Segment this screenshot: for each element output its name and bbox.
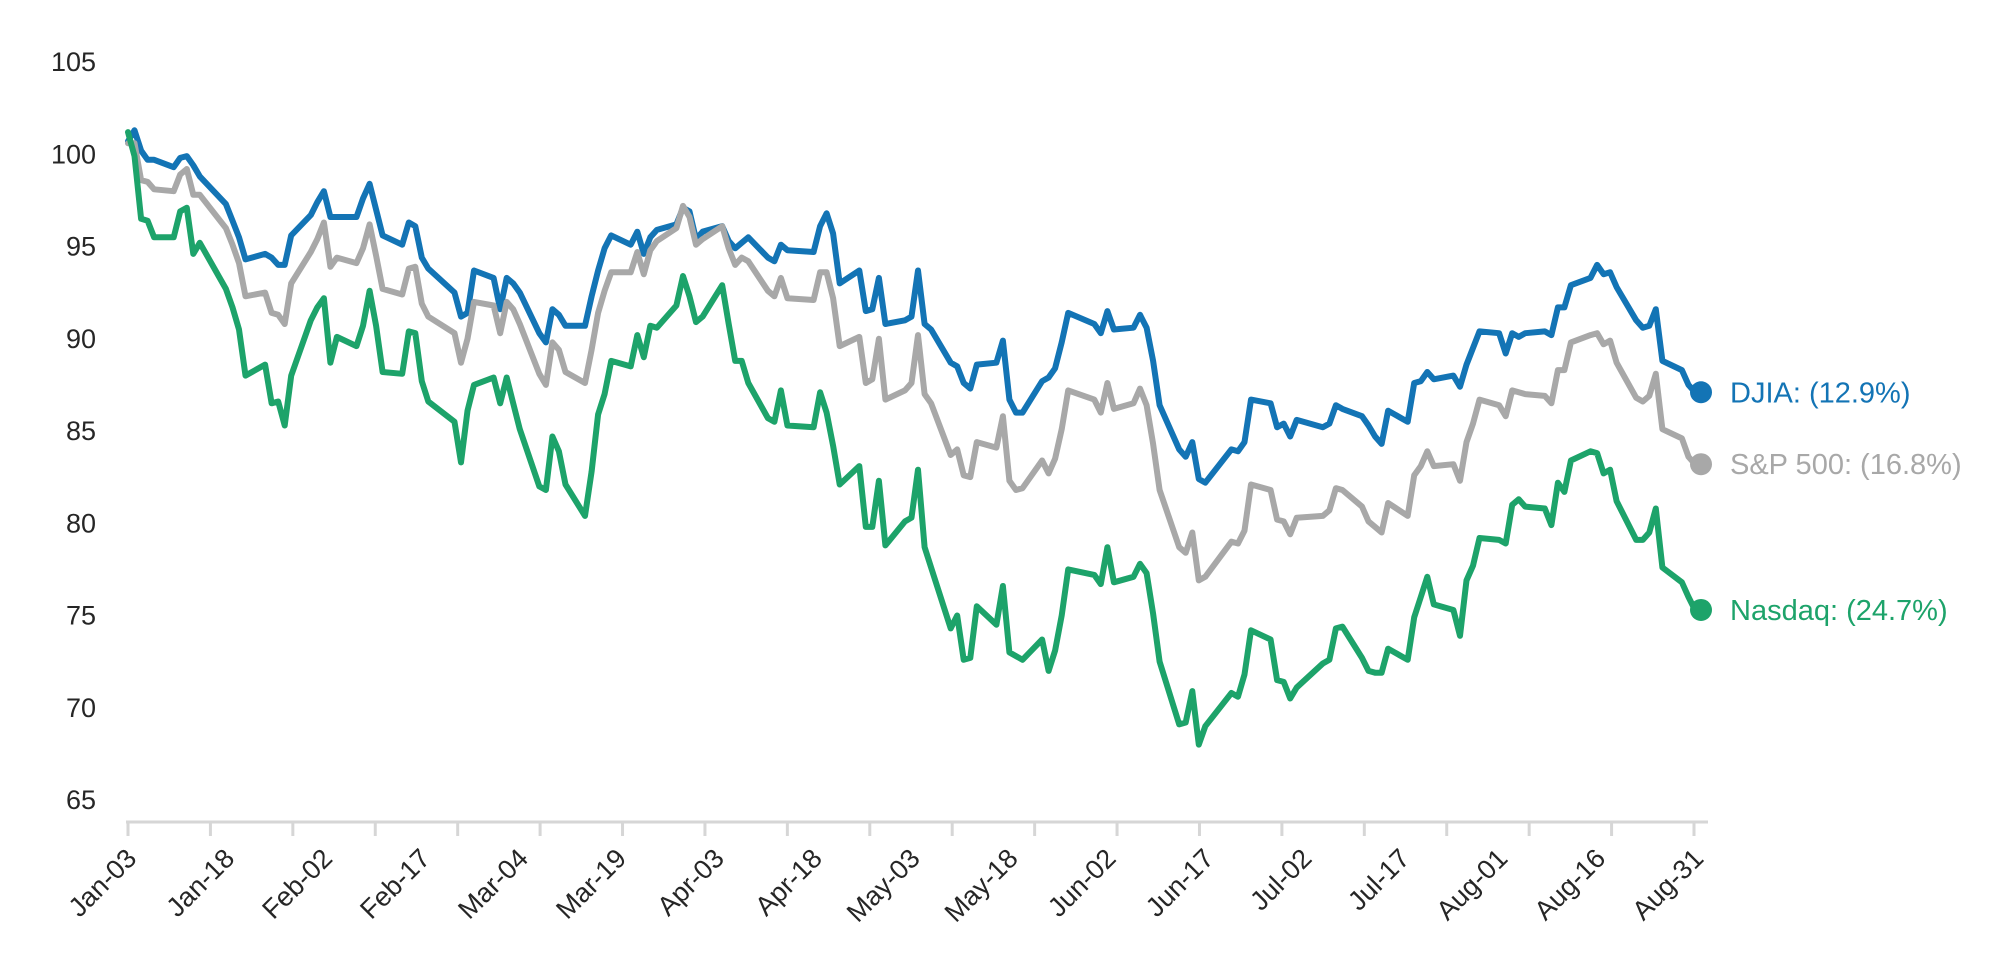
y-axis-label: 95 xyxy=(66,232,96,262)
djia-line xyxy=(125,127,1698,486)
y-axis-label: 80 xyxy=(66,508,96,538)
x-axis-label: May-18 xyxy=(939,843,1024,928)
x-axis-label: Aug-31 xyxy=(1626,843,1709,926)
x-axis-label: Jun-17 xyxy=(1140,843,1220,923)
nasdaq-end-label: Nasdaq: (24.7%) xyxy=(1730,595,1948,627)
x-axis-label: Mar-19 xyxy=(550,843,632,925)
x-axis-label: Feb-17 xyxy=(354,843,436,925)
x-axis-label: Jun-02 xyxy=(1042,843,1122,923)
x-axis-label: Mar-04 xyxy=(452,843,534,925)
y-axis-label: 100 xyxy=(51,139,96,169)
y-axis-label: 70 xyxy=(66,693,96,723)
x-axis-label: Jan-03 xyxy=(63,843,143,923)
x-axis-label: Aug-01 xyxy=(1431,843,1514,926)
x-axis-label: Apr-03 xyxy=(651,843,730,922)
x-axis-label: Feb-02 xyxy=(256,843,338,925)
x-axis-label: Aug-16 xyxy=(1529,843,1612,926)
djia-endpoint-dot xyxy=(1690,381,1712,404)
x-axis-label: May-03 xyxy=(841,843,926,928)
x-axis-label: Jul-02 xyxy=(1244,843,1317,916)
y-axis-label: 85 xyxy=(66,416,96,446)
y-axis-label: 90 xyxy=(66,324,96,354)
y-axis-label: 75 xyxy=(66,601,96,631)
djia-end-label: DJIA: (12.9%) xyxy=(1730,377,1911,409)
y-axis-label: 105 xyxy=(51,47,96,77)
x-axis-label: Jul-17 xyxy=(1342,843,1415,916)
y-axis-label: 65 xyxy=(66,785,96,815)
sp500-end-label: S&P 500: (16.8%) xyxy=(1730,449,1962,481)
nasdaq-endpoint-dot xyxy=(1690,598,1712,621)
sp500-line xyxy=(125,140,1698,584)
sp500-endpoint-dot xyxy=(1690,453,1712,476)
x-axis-label: Jan-18 xyxy=(161,843,241,923)
x-axis-label: Apr-18 xyxy=(749,843,828,922)
nasdaq-line xyxy=(125,129,1698,748)
